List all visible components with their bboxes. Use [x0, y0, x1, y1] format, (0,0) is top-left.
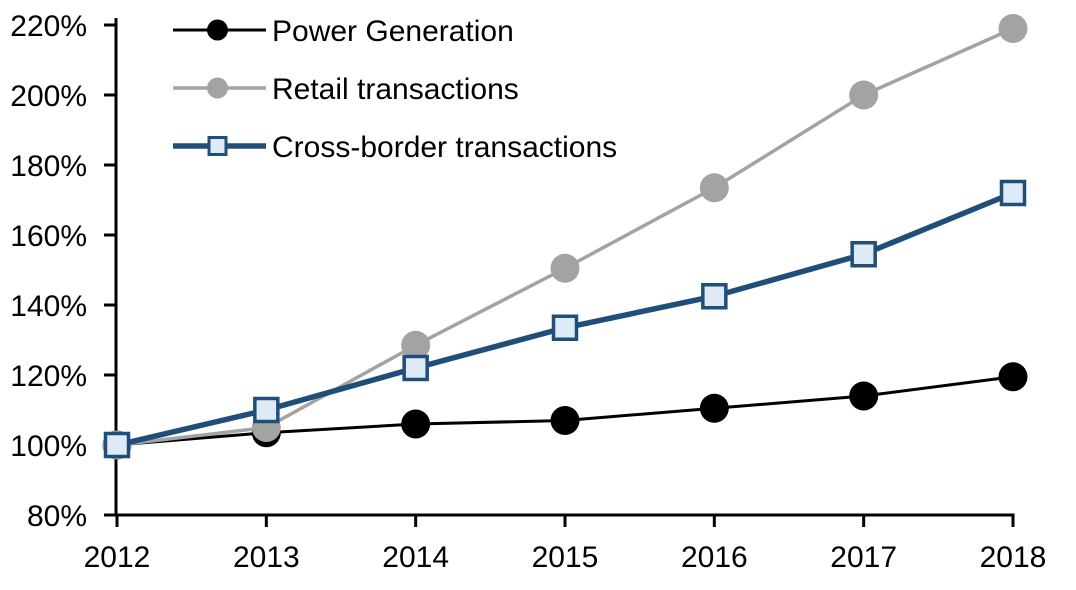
x-tick-label: 2015	[532, 541, 599, 574]
y-tick-label: 100%	[10, 430, 87, 463]
point-power-generation-2017	[849, 381, 879, 411]
point-retail-transactions-2016	[699, 173, 729, 203]
point-power-generation-2016	[699, 393, 729, 423]
point-cross-border-transactions-2017	[850, 241, 877, 268]
legend: Power Generation Retail transactions Cross…	[173, 15, 617, 164]
y-tick-label: 200%	[10, 80, 87, 113]
x-axis: 2012 2013 2014 2015 2016 2017 2018	[84, 513, 1047, 574]
series-cross-border-transactions	[103, 179, 1027, 459]
series-power-generation	[102, 362, 1028, 460]
legend-square-marker-icon	[207, 136, 228, 156]
y-tick-label: 160%	[10, 220, 87, 253]
x-tick-label: 2014	[382, 541, 449, 574]
legend-label: Power Generation	[272, 15, 514, 48]
point-power-generation-2014	[401, 409, 431, 439]
y-tick-label: 80%	[27, 500, 87, 533]
y-tick-label: 180%	[10, 150, 87, 183]
series-retail-transactions-line	[116, 26, 1014, 447]
y-tick-label: 140%	[10, 290, 87, 323]
y-tick-label: 120%	[10, 360, 87, 393]
y-tick-label: 220%	[10, 10, 87, 43]
legend-circle-marker-icon	[207, 19, 228, 41]
point-retail-transactions-2018	[998, 14, 1028, 43]
point-cross-border-transactions-2015	[551, 314, 579, 341]
x-tick-label: 2012	[84, 541, 151, 574]
point-cross-border-transactions-2016	[701, 283, 728, 310]
legend-label: Retail transactions	[272, 73, 519, 106]
point-power-generation-2015	[550, 406, 580, 435]
point-cross-border-transactions-2018	[999, 179, 1027, 207]
x-tick-label: 2018	[980, 541, 1047, 574]
legend-circle-marker-icon	[207, 77, 228, 99]
legend-label: Cross-border transactions	[272, 131, 617, 164]
legend-item-retail-transactions: Retail transactions	[173, 73, 519, 106]
point-cross-border-transactions-2014	[402, 354, 429, 382]
point-cross-border-transactions-2012	[103, 431, 131, 459]
legend-item-cross-border-transactions: Cross-border transactions	[173, 131, 617, 164]
point-retail-transactions-2015	[550, 253, 580, 283]
legend-item-power-generation: Power Generation	[173, 15, 514, 48]
point-cross-border-transactions-2013	[253, 396, 280, 424]
point-retail-transactions-2014	[401, 330, 431, 360]
x-tick-label: 2013	[233, 541, 300, 574]
x-tick-label: 2016	[681, 541, 748, 574]
point-retail-transactions-2017	[849, 80, 879, 110]
point-power-generation-2018	[998, 362, 1028, 392]
x-tick-label: 2017	[830, 541, 897, 574]
y-axis: 220% 200% 180% 160% 140% 120% 100% 80%	[10, 10, 118, 533]
